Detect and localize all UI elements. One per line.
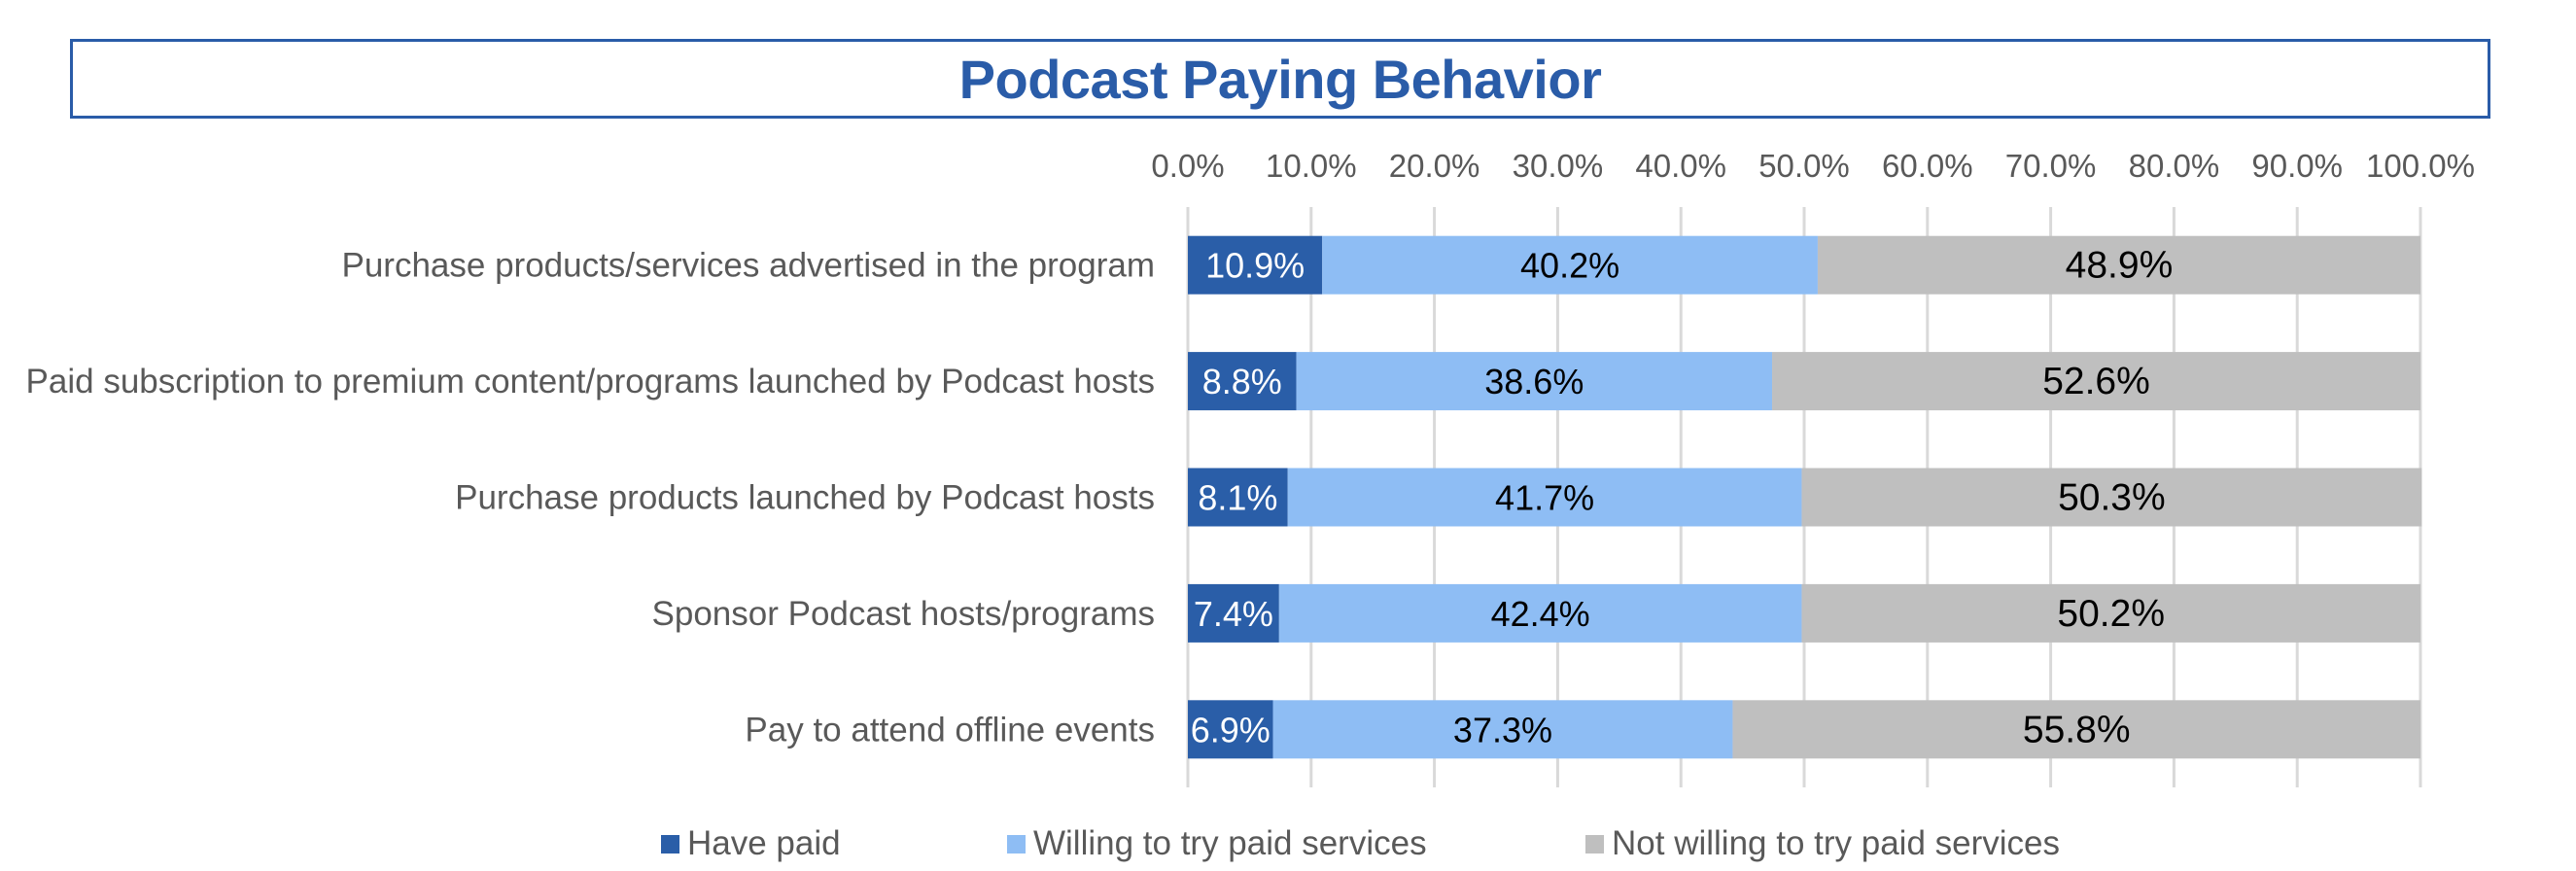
bar-segment — [1188, 352, 1297, 411]
x-tick-label: 100.0% — [2366, 148, 2475, 184]
data-label: 42.4% — [1491, 594, 1590, 634]
chart-title: Podcast Paying Behavior — [958, 48, 1602, 110]
data-label: 40.2% — [1520, 246, 1619, 286]
bar-segment — [1801, 468, 2422, 527]
x-tick-label: 20.0% — [1389, 148, 1480, 184]
bar-segment — [1188, 700, 1273, 759]
data-label: 37.3% — [1453, 710, 1552, 749]
bar-segment — [1278, 583, 1802, 643]
chart-title-box: Podcast Paying Behavior — [70, 39, 2490, 119]
x-tick-label: 50.0% — [1758, 148, 1850, 184]
bar-segment — [1801, 583, 2420, 643]
x-tick-label: 90.0% — [2251, 148, 2343, 184]
data-label: 38.6% — [1484, 362, 1584, 401]
legend-label: Have paid — [687, 824, 841, 862]
data-label: 55.8% — [2023, 709, 2131, 750]
x-tick-label: 70.0% — [2005, 148, 2097, 184]
data-labels: 10.9% 40.2% 48.9% 8.8% 38.6% 52.6% 8.1% 41.7% 50… — [1191, 245, 2174, 751]
data-label: 50.3% — [2058, 477, 2166, 519]
category-label: Pay to attend offline events — [745, 711, 1155, 749]
x-axis-tick-labels: 0.0% 10.0% 20.0% 30.0% 40.0% 50.0% 60.0% 70.0% 8… — [1151, 148, 2475, 184]
bars — [1188, 235, 2422, 759]
x-tick-label: 60.0% — [1882, 148, 1973, 184]
bar-segment — [1732, 700, 2420, 759]
bar-segment — [1188, 583, 1279, 643]
data-label: 8.1% — [1198, 478, 1277, 518]
category-label: Purchase products/services advertised in… — [341, 247, 1155, 285]
data-label: 7.4% — [1194, 594, 1273, 634]
category-labels: Purchase products/services advertised in… — [26, 247, 1155, 749]
legend-label: Not willing to try paid services — [1612, 824, 2060, 862]
bar-segment — [1322, 235, 1818, 295]
legend-swatch-have-paid — [661, 834, 679, 854]
bar-segment — [1296, 352, 1773, 411]
data-label: 50.2% — [2057, 593, 2165, 635]
bar-segment — [1188, 235, 1323, 295]
bar-segment — [1272, 700, 1733, 759]
data-label: 52.6% — [2042, 361, 2150, 402]
x-tick-label: 30.0% — [1513, 148, 1604, 184]
legend-item-have-paid[interactable]: Have paid — [661, 817, 841, 871]
legend-swatch-willing — [1007, 834, 1026, 854]
data-label: 6.9% — [1191, 710, 1271, 749]
bar-segment — [1188, 468, 1288, 527]
data-label: 48.9% — [2066, 245, 2174, 287]
x-tick-label: 40.0% — [1635, 148, 1726, 184]
data-label: 10.9% — [1205, 246, 1305, 286]
category-label: Sponsor Podcast hosts/programs — [652, 595, 1155, 633]
data-label: 41.7% — [1495, 478, 1594, 518]
legend-label: Willing to try paid services — [1033, 824, 1427, 862]
legend-item-not-willing[interactable]: Not willing to try paid services — [1585, 817, 2060, 871]
data-label: 8.8% — [1202, 362, 1282, 401]
bar-segment — [1772, 352, 2420, 411]
bar-segment — [1817, 235, 2420, 295]
category-label: Paid subscription to premium content/pro… — [26, 363, 1155, 401]
x-tick-label: 0.0% — [1151, 148, 1224, 184]
x-tick-label: 80.0% — [2129, 148, 2220, 184]
category-label: Purchase products launched by Podcast ho… — [455, 479, 1155, 517]
bar-segment — [1287, 468, 1802, 527]
legend-swatch-not-willing — [1585, 834, 1604, 854]
legend: Have paid Willing to try paid services N… — [0, 817, 2576, 871]
x-tick-label: 10.0% — [1266, 148, 1357, 184]
legend-item-willing[interactable]: Willing to try paid services — [1007, 817, 1427, 871]
